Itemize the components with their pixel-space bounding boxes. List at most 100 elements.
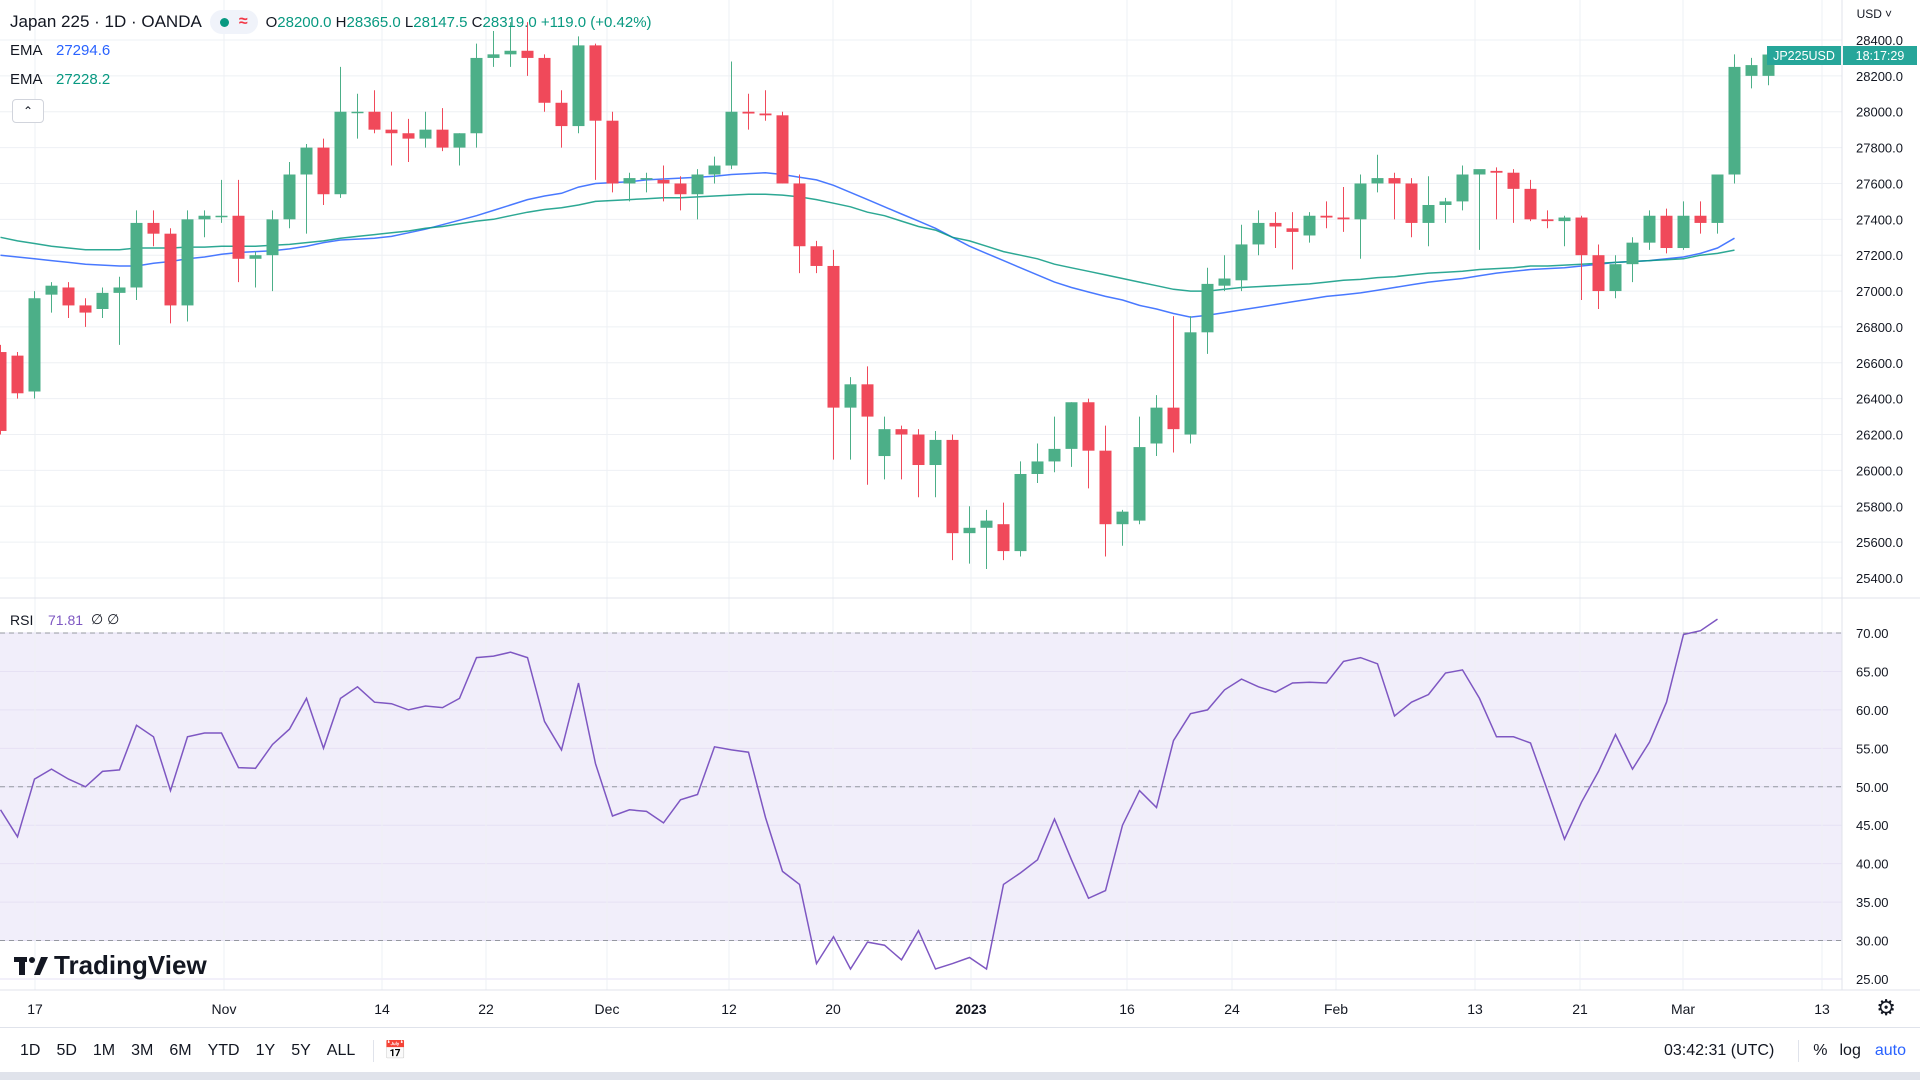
rsi-axis-label: 45.00 <box>1856 818 1889 833</box>
time-axis-label: 16 <box>1119 1001 1135 1017</box>
candle-body <box>776 115 789 184</box>
rsi-extra: ∅ ∅ <box>91 611 120 627</box>
candle-body <box>725 111 738 166</box>
rsi-value: 71.81 <box>48 611 84 628</box>
timeframe-button[interactable]: 3M <box>131 1041 154 1059</box>
collapse-legend-button[interactable]: ⌃ <box>12 99 44 123</box>
candle-body <box>436 129 449 148</box>
candle-body <box>11 355 24 394</box>
price-axis-label: 28200.0 <box>1856 69 1903 84</box>
candle-body <box>1473 169 1486 175</box>
candle-body <box>300 147 313 175</box>
candle-body <box>283 174 296 220</box>
candle-body <box>1524 188 1537 220</box>
symbol-price-badge: JP225USD <box>1767 46 1841 65</box>
rsi-legend[interactable]: RSI 71.81 ∅ ∅ <box>10 611 119 628</box>
utc-clock[interactable]: 03:42:31 (UTC) <box>1664 1041 1775 1059</box>
candle-body <box>1184 332 1197 435</box>
timeframe-button[interactable]: 5Y <box>291 1041 311 1059</box>
candle-body <box>708 165 721 175</box>
price-axis-label: 28400.0 <box>1856 33 1903 48</box>
candle-body <box>844 384 857 408</box>
timeframe-button[interactable]: 5D <box>56 1041 77 1059</box>
candle-body <box>1303 215 1316 236</box>
candle-body <box>198 215 211 220</box>
time-axis-label: 17 <box>27 1001 43 1017</box>
candle-body <box>28 298 41 392</box>
ohlc-values: O28200.0 H28365.0 L28147.5 C28319.0 +119… <box>265 13 652 31</box>
candle-body <box>1609 264 1622 292</box>
change-value: +119.0 (+0.42%) <box>540 13 652 31</box>
auto-toggle[interactable]: auto <box>1874 1041 1906 1059</box>
candle-body <box>742 111 755 114</box>
price-axis-label: 27200.0 <box>1856 248 1903 263</box>
price-axis-label: 25400.0 <box>1856 571 1903 586</box>
candle-body <box>1150 407 1163 444</box>
symbol-title[interactable]: Japan 225 · 1D · OANDA <box>10 12 202 31</box>
candle-body <box>657 179 670 184</box>
candle-body <box>164 233 177 306</box>
log-toggle[interactable]: log <box>1839 1041 1861 1059</box>
candle-body <box>589 45 602 121</box>
candle-body <box>1014 473 1027 552</box>
candle-body <box>1677 215 1690 249</box>
candle-body <box>96 292 109 309</box>
ema2-legend[interactable]: EMA 27228.2 <box>10 71 110 88</box>
chevron-down-icon: ˅ <box>1884 7 1892 21</box>
rsi-label: RSI <box>10 611 34 628</box>
candle-body <box>232 215 245 259</box>
candle-body <box>793 183 806 247</box>
candle-body <box>1371 178 1384 184</box>
currency-selector[interactable]: USD ˅ <box>1857 7 1892 21</box>
candle-body <box>45 285 58 295</box>
candle-body <box>317 147 330 195</box>
candle-body <box>62 287 75 306</box>
candle-body <box>1439 201 1452 205</box>
candle-body <box>1541 219 1554 222</box>
candle-body <box>419 129 432 139</box>
ema1-label: EMA <box>10 42 43 59</box>
candle-body <box>1201 283 1214 333</box>
time-axis-label: Dec <box>595 1001 620 1017</box>
timeframe-button[interactable]: 6M <box>169 1041 192 1059</box>
candle-body <box>1337 217 1350 220</box>
candle-body <box>1031 461 1044 474</box>
timeframe-button[interactable]: YTD <box>207 1041 240 1059</box>
timeframe-button[interactable]: 1D <box>20 1041 41 1059</box>
ema1-value: 27294.6 <box>56 42 111 59</box>
candle-body <box>538 57 551 103</box>
ema1-legend[interactable]: EMA 27294.6 <box>10 42 110 59</box>
toolbar-divider <box>1798 1039 1800 1062</box>
candle-body <box>810 246 823 266</box>
candle-body <box>895 429 908 435</box>
candle-body <box>691 174 704 195</box>
price-axis-label: 25800.0 <box>1856 499 1903 514</box>
timeframe-button[interactable]: 1Y <box>255 1041 276 1059</box>
candle-body <box>1354 183 1367 220</box>
candle-body <box>147 222 160 234</box>
percent-toggle[interactable]: % <box>1813 1041 1828 1059</box>
candle-body <box>521 50 534 58</box>
candle-body <box>623 178 636 184</box>
candle-body <box>555 102 568 127</box>
time-axis-label: 13 <box>1814 1001 1830 1017</box>
time-axis-label: 22 <box>478 1001 494 1017</box>
market-status-pill[interactable]: ≈ <box>209 10 258 34</box>
candle-body <box>1490 170 1503 173</box>
rsi-axis-label: 70.00 <box>1856 626 1889 641</box>
candle-body <box>266 219 279 256</box>
candle-body <box>1660 215 1673 249</box>
candle-body <box>1116 511 1129 525</box>
candle-body <box>1320 215 1333 218</box>
tradingview-logo[interactable]: TradingView <box>14 950 207 981</box>
timeframe-button[interactable]: 1M <box>92 1041 116 1059</box>
timeframe-button[interactable]: ALL <box>326 1041 356 1059</box>
settings-gear-icon[interactable]: ⚙ <box>1876 995 1896 1020</box>
time-axis-label: Mar <box>1671 1001 1695 1017</box>
candle-body <box>572 45 585 127</box>
candle-body <box>759 113 772 116</box>
logo-text: TradingView <box>54 950 207 980</box>
price-axis-label: 26800.0 <box>1856 320 1903 335</box>
date-range-icon[interactable]: 📅 <box>384 1040 407 1060</box>
